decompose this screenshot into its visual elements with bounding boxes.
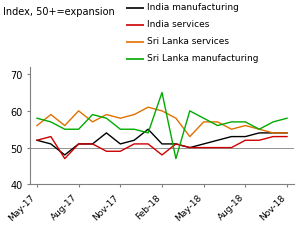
Text: India services: India services [147, 20, 209, 29]
Text: Sri Lanka services: Sri Lanka services [147, 37, 229, 46]
Text: Index, 50+=expansion: Index, 50+=expansion [3, 7, 115, 17]
Text: India manufacturing: India manufacturing [147, 3, 239, 12]
Text: Sri Lanka manufacturing: Sri Lanka manufacturing [147, 54, 259, 63]
